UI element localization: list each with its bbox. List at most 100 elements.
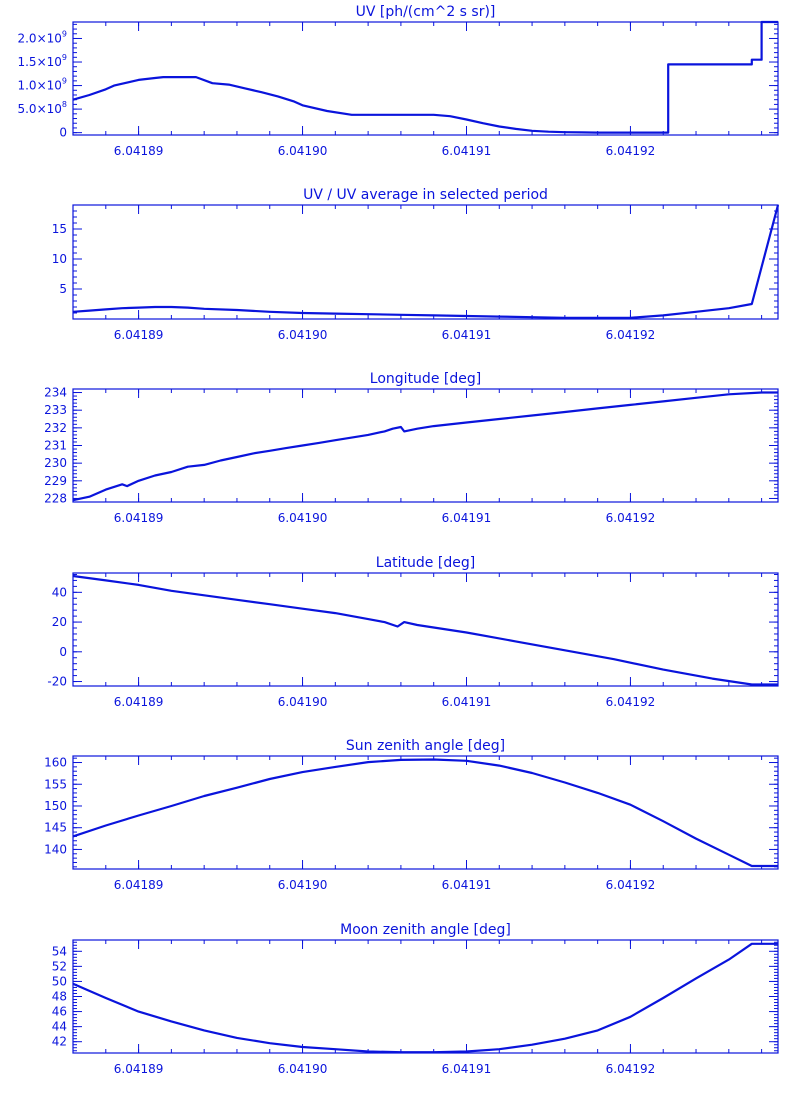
x-tick-label: 6.04191	[442, 695, 492, 709]
y-tick-label-base: 234	[44, 386, 67, 400]
x-tick-label: 6.04191	[442, 328, 492, 342]
x-tick-label: 6.04192	[606, 1062, 656, 1076]
y-tick-label-exponent: 9	[62, 77, 67, 86]
x-tick-label: 6.04190	[278, 1062, 328, 1076]
chart-panel-5: Sun zenith angle [deg] 6.04189 6.04190 6.04…	[44, 738, 779, 892]
chart-panel-3: Longitude [deg] 6.04189 6.04190 6.04191 6.04…	[44, 371, 779, 525]
x-tick-label: 6.04190	[278, 511, 328, 525]
chart-title: Moon zenith angle [deg]	[340, 922, 511, 938]
y-tick-label: 140	[44, 842, 67, 856]
y-tick-label: 0	[59, 126, 67, 140]
y-tick-label: 155	[44, 777, 67, 791]
chart-panel-1: UV [ph/(cm^2 s sr)] 6.04189 6.04190 6.04191…	[17, 4, 779, 158]
y-tick-label-base: 150	[44, 799, 67, 813]
y-tick-label: -20	[47, 675, 67, 689]
data-series-line	[72, 20, 778, 134]
data-series-line	[72, 391, 778, 502]
plot-frame	[72, 204, 779, 320]
y-tick-label: 10	[52, 252, 67, 266]
x-tick-label: 6.04190	[278, 144, 328, 158]
y-tick-label-base: 48	[52, 990, 67, 1004]
y-tick-label-exponent: 8	[62, 100, 67, 109]
y-tick-label: 230	[44, 456, 67, 470]
plot-frame	[72, 939, 779, 1054]
y-tick-label: 5	[59, 282, 67, 296]
y-tick-label: 232	[44, 421, 67, 435]
y-tick-label-base: 230	[44, 456, 67, 470]
chart-panel-2: UV / UV average in selected period 6.0418…	[52, 187, 780, 342]
y-tick-label: 48	[52, 990, 67, 1004]
chart-title: Longitude [deg]	[370, 371, 481, 387]
y-tick-label-base: 232	[44, 421, 67, 435]
chart-title: Sun zenith angle [deg]	[346, 738, 505, 754]
data-series-line	[72, 574, 778, 686]
y-tick-label-base: 10	[52, 252, 67, 266]
y-tick-label: 150	[44, 799, 67, 813]
chart-title: UV [ph/(cm^2 s sr)]	[356, 4, 496, 20]
chart-title: UV / UV average in selected period	[303, 187, 548, 203]
y-tick-label-base: 5	[59, 282, 67, 296]
x-tick-label: 6.04192	[606, 328, 656, 342]
y-tick-label-base: 0	[59, 126, 67, 140]
y-tick-label: 233	[44, 403, 67, 417]
x-tick-label: 6.04191	[442, 144, 492, 158]
y-tick-label: 50	[52, 974, 67, 988]
data-series-line	[72, 204, 780, 319]
y-tick-label: 228	[44, 491, 67, 505]
y-tick-label: 2.0×109	[17, 29, 67, 45]
y-tick-label-base: 44	[52, 1020, 67, 1034]
x-tick-label: 6.04190	[278, 328, 328, 342]
y-tick-label-base: 42	[52, 1035, 67, 1049]
y-tick-label: 42	[52, 1035, 67, 1049]
y-tick-label: 20	[52, 615, 67, 629]
plot-frame	[72, 388, 779, 503]
y-tick-label-base: 2.0×10	[17, 31, 61, 45]
x-tick-label: 6.04189	[114, 878, 164, 892]
chart-title: Latitude [deg]	[376, 555, 475, 571]
x-tick-label: 6.04192	[606, 878, 656, 892]
y-tick-label-base: 50	[52, 974, 67, 988]
y-tick-label-base: -20	[47, 675, 67, 689]
y-tick-label-base: 229	[44, 474, 67, 488]
y-tick-label-base: 233	[44, 403, 67, 417]
x-tick-label: 6.04189	[114, 695, 164, 709]
y-tick-label-base: 228	[44, 491, 67, 505]
x-tick-label: 6.04189	[114, 511, 164, 525]
y-tick-label: 1.0×109	[17, 77, 67, 93]
y-tick-label-base: 46	[52, 1005, 67, 1019]
x-tick-label: 6.04191	[442, 878, 492, 892]
y-tick-label-base: 160	[44, 756, 67, 770]
y-tick-label: 231	[44, 439, 67, 453]
plot-frame	[72, 755, 779, 870]
y-tick-label: 40	[52, 585, 67, 599]
y-tick-label-base: 0	[59, 645, 67, 659]
x-tick-label: 6.04192	[606, 695, 656, 709]
chart-panel-4: Latitude [deg] 6.04189 6.04190 6.04191 6.041…	[47, 555, 779, 709]
y-tick-label: 145	[44, 821, 67, 835]
y-tick-label: 15	[52, 222, 67, 236]
y-tick-label-base: 54	[52, 944, 67, 958]
y-tick-label: 234	[44, 386, 67, 400]
data-series-line	[72, 758, 778, 868]
x-tick-label: 6.04191	[442, 511, 492, 525]
y-tick-label: 0	[59, 645, 67, 659]
y-tick-label: 160	[44, 756, 67, 770]
y-tick-label-base: 231	[44, 439, 67, 453]
y-tick-label: 52	[52, 959, 67, 973]
x-tick-label: 6.04191	[442, 1062, 492, 1076]
plot-frame	[72, 21, 779, 136]
y-tick-label-base: 145	[44, 821, 67, 835]
plot-frame	[72, 572, 779, 687]
x-tick-label: 6.04192	[606, 511, 656, 525]
y-tick-label: 44	[52, 1020, 67, 1034]
y-tick-label-exponent: 9	[62, 29, 67, 38]
y-tick-label-base: 52	[52, 959, 67, 973]
y-tick-label-base: 5.0×10	[17, 102, 61, 116]
y-tick-label: 229	[44, 474, 67, 488]
x-tick-label: 6.04189	[114, 328, 164, 342]
y-tick-label-exponent: 9	[62, 53, 67, 62]
y-tick-label: 54	[52, 944, 67, 958]
y-tick-label-base: 1.0×10	[17, 79, 61, 93]
x-tick-label: 6.04192	[606, 144, 656, 158]
